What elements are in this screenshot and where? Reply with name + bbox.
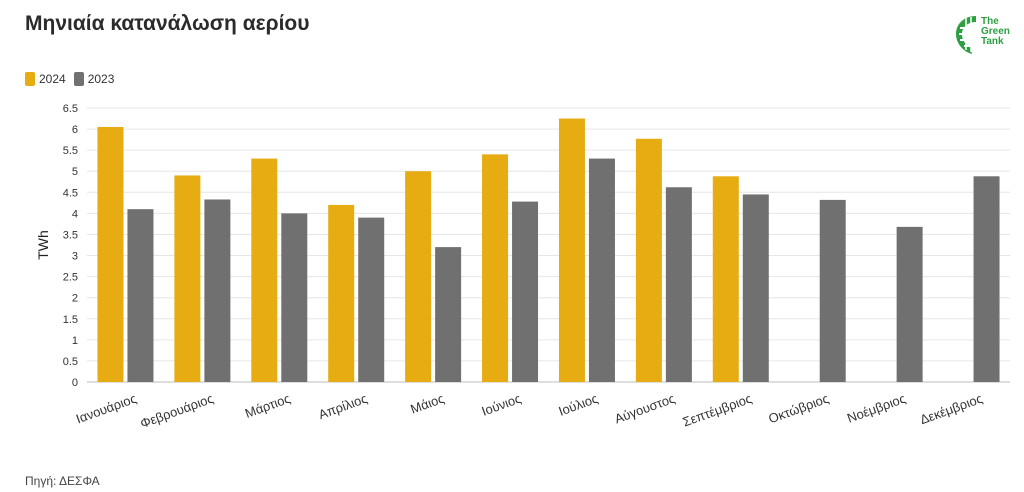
y-tick-label: 0.5: [63, 356, 78, 368]
bar-2024[interactable]: [97, 126, 124, 382]
x-tick-label: Ιούνιος: [480, 391, 524, 419]
y-tick-label: 4.5: [63, 187, 78, 199]
x-tick-label: Μάιος: [408, 391, 446, 417]
bar-2023[interactable]: [358, 217, 385, 382]
bar-2023[interactable]: [435, 247, 462, 382]
bars: [97, 118, 1000, 383]
bar-2024[interactable]: [405, 171, 432, 382]
y-tick-label: 2: [72, 293, 78, 305]
x-tick-label: Οκτώβριος: [766, 391, 830, 427]
x-tick-label: Δεκέμβριος: [918, 391, 985, 428]
bar-2023[interactable]: [973, 176, 1000, 382]
bar-2024[interactable]: [328, 204, 355, 382]
legend-item-2024[interactable]: 2024: [25, 72, 66, 86]
bar-2023[interactable]: [896, 226, 923, 382]
y-tick-label: 6: [72, 124, 78, 136]
x-tick-label: Μάρτιος: [243, 391, 292, 421]
y-tick-label: 1: [72, 335, 78, 347]
bar-2023[interactable]: [665, 187, 692, 382]
leaf-logo-icon: [956, 16, 976, 54]
bar-2023[interactable]: [819, 199, 846, 382]
y-tick-label: 4: [72, 208, 78, 220]
y-tick-label: 0: [72, 377, 78, 389]
y-tick-label: 2.5: [63, 272, 78, 284]
x-tick-label: Ιανουάριος: [74, 391, 139, 427]
y-tick-label: 3.5: [63, 229, 78, 241]
grid-lines: [87, 107, 1010, 383]
bar-2024[interactable]: [174, 175, 201, 382]
bar-2023[interactable]: [588, 158, 615, 382]
x-tick-label: Απρίλιος: [316, 391, 369, 422]
bar-2023[interactable]: [204, 199, 231, 382]
logo-text-line3: Tank: [981, 36, 1004, 47]
legend-swatch-2024: [25, 72, 35, 86]
x-tick-label: Αύγουστος: [612, 391, 676, 427]
bar-2024[interactable]: [558, 118, 585, 383]
chart-title: Μηνιαία κατανάλωση αερίου: [25, 12, 310, 35]
bar-chart: 0 0.5 1 1.5 2 2.5 3 3.5 4 4.5 5 5.5 6 6.5 Ιανουάριος Φ…: [35, 103, 1010, 431]
logo-text-line2: Green: [981, 26, 1010, 37]
legend-swatch-2023: [73, 72, 84, 86]
bar-2023[interactable]: [127, 209, 154, 382]
bar-2024[interactable]: [635, 138, 662, 382]
bar-2024[interactable]: [251, 158, 278, 382]
bar-2023[interactable]: [281, 213, 308, 382]
legend-label-2024: 2024: [39, 72, 66, 86]
y-tick-label: 1.5: [63, 314, 78, 326]
legend-item-2023[interactable]: 2023: [73, 72, 115, 86]
y-tick-label: 5.5: [63, 145, 78, 157]
bar-2023[interactable]: [512, 201, 539, 382]
source-note: Πηγή: ΔΕΣΦΑ: [25, 474, 100, 488]
y-axis-label: TWh: [35, 230, 51, 260]
x-tick-label: Φεβρουάριος: [138, 391, 215, 431]
y-tick-label: 5: [72, 166, 78, 178]
legend-label-2023: 2023: [87, 72, 115, 86]
bar-2024[interactable]: [712, 176, 739, 382]
x-axis-ticks: Ιανουάριος Φεβρουάριος Μάρτιος Απρίλιος Μάιο…: [74, 391, 985, 431]
x-tick-label: Νοέμβριος: [845, 391, 908, 426]
green-tank-logo: The Green Tank: [954, 14, 1014, 58]
y-tick-label: 6.5: [63, 103, 78, 115]
x-tick-label: Ιούλιος: [556, 391, 600, 419]
y-axis-ticks: 0 0.5 1 1.5 2 2.5 3 3.5 4 4.5 5 5.5 6 6.5: [63, 103, 78, 389]
logo-text-line1: The: [981, 16, 999, 27]
legend: 2024 2023: [25, 72, 122, 86]
bar-2023[interactable]: [742, 194, 769, 382]
bar-2024[interactable]: [482, 154, 509, 382]
y-tick-label: 3: [72, 251, 78, 263]
x-tick-label: Σεπτέμβριος: [681, 391, 754, 430]
